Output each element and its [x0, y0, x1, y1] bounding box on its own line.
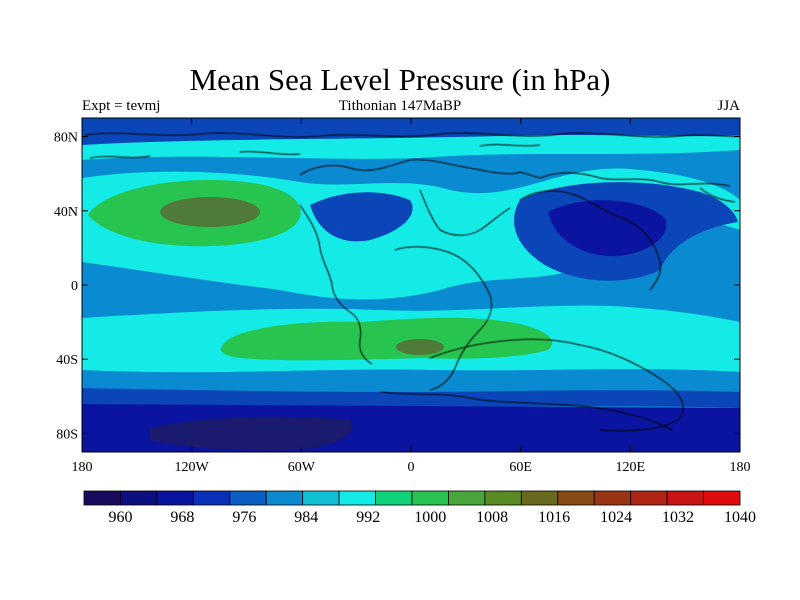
lat-tick-label: 80S [56, 427, 78, 442]
colorbar-swatch [265, 490, 304, 506]
colorbar-label: 1008 [476, 509, 508, 526]
season-label: JJA [717, 98, 740, 114]
coastline-antarctica [379, 391, 673, 431]
period-label: Tithonian 147MaBP [338, 98, 462, 114]
colorbar-swatch [229, 490, 267, 506]
colorbar-label: 984 [294, 509, 318, 526]
colorbar-swatch [593, 490, 632, 506]
coastline-gondwana [429, 338, 684, 432]
colorbar-swatch [302, 490, 340, 506]
colorbar-label: 1032 [662, 509, 694, 526]
colorbar-swatch [156, 490, 194, 506]
pressure-low-asia-navy [548, 200, 667, 257]
lat-tick-label: 0 [71, 279, 78, 294]
pressure-field [82, 118, 740, 452]
pressure-zone-cyan-north [82, 135, 740, 160]
colorbar-swatch [630, 490, 668, 506]
colorbar-swatch [520, 490, 559, 506]
pressure-band-south-blue [82, 388, 740, 408]
colorbar-label: 1000 [414, 509, 446, 526]
colorbar-swatch [557, 490, 595, 506]
coastline-europe [419, 189, 511, 236]
colorbar-swatch [338, 490, 376, 506]
lon-tick-label: 60E [509, 460, 532, 475]
coastlines [84, 132, 740, 432]
pressure-low-americas [310, 192, 413, 242]
lat-tick-label: 80N [54, 131, 78, 146]
lat-tick-label: 40S [56, 353, 78, 368]
coastline-americas [299, 204, 373, 365]
pressure-cell-olive-north [160, 197, 260, 227]
pressure-cell-olive-south [396, 339, 444, 355]
lon-tick-label: 120W [175, 460, 210, 475]
colorbar [83, 490, 741, 506]
colorbar-label: 1024 [600, 509, 632, 526]
lat-tick-label: 40N [54, 205, 78, 220]
pressure-low-south-deep [150, 416, 353, 451]
coastline-arctic-islands [89, 144, 541, 159]
map-title: Mean Sea Level Pressure (in hPa) [189, 62, 611, 97]
colorbar-swatch [703, 490, 741, 506]
colorbar-swatch [192, 490, 231, 506]
coastline-africa [394, 246, 493, 391]
colorbar-label: 992 [356, 509, 380, 526]
colorbar-swatch [120, 490, 158, 506]
lon-tick-label: 180 [730, 460, 751, 475]
colorbar-label: 1040 [724, 509, 756, 526]
pressure-cell-green-south [220, 317, 553, 361]
lon-tick-label: 0 [408, 460, 415, 475]
colorbar-swatch [411, 490, 449, 506]
colorbar-swatch [83, 490, 121, 506]
colorbar-labels: 960 968 976 984 992 1000 1008 1016 1024 1032 1040 [108, 509, 756, 526]
pressure-band-south-mid [82, 369, 740, 392]
coastline-asia-east [699, 187, 736, 203]
latitude-axis: 80N 40N 0 40S 80S [54, 131, 740, 442]
experiment-label: Expt = tevmj [82, 98, 161, 114]
longitude-axis: 180 120W 60W 0 60E 120E 180 [72, 118, 751, 475]
lon-tick-label: 60W [288, 460, 316, 475]
colorbar-label: 968 [170, 509, 194, 526]
coastline-north-landmass [299, 159, 731, 187]
colorbar-swatch [666, 490, 704, 506]
colorbar-label: 976 [232, 509, 256, 526]
lon-tick-label: 120E [616, 460, 646, 475]
colorbar-swatch [375, 490, 413, 506]
colorbar-label: 960 [108, 509, 132, 526]
colorbar-label: 1016 [538, 509, 570, 526]
lon-tick-label: 180 [72, 460, 93, 475]
coastline-asia [519, 190, 661, 291]
colorbar-swatch [484, 490, 522, 506]
coastline-arctic [84, 132, 740, 138]
colorbar-swatch [448, 490, 486, 506]
